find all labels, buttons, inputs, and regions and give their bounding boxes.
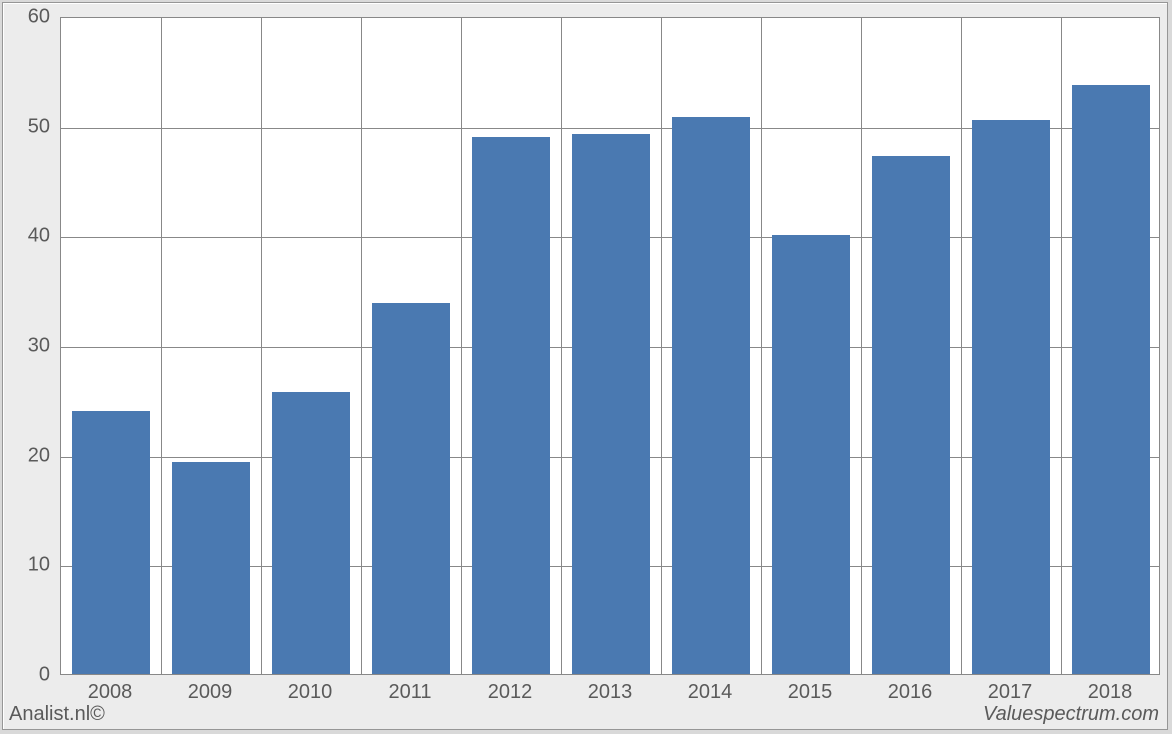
y-tick-label: 20 (3, 444, 50, 467)
bar (272, 392, 350, 674)
x-tick-label: 2009 (188, 681, 233, 704)
bar (672, 117, 750, 674)
footer-left-label: Analist.nl© (9, 703, 105, 726)
gridline-vertical (561, 18, 562, 674)
bar (372, 303, 450, 674)
bar (972, 120, 1050, 674)
y-tick-label: 50 (3, 115, 50, 138)
bar (872, 156, 950, 674)
gridline-vertical (1061, 18, 1062, 674)
bar (1072, 85, 1150, 674)
gridline-vertical (361, 18, 362, 674)
plot-area (60, 17, 1160, 675)
chart-frame: Analist.nl© Valuespectrum.com 0 10 20 30 40 5… (2, 2, 1168, 730)
footer-right-label: Valuespectrum.com (983, 703, 1159, 726)
bar (172, 462, 250, 674)
gridline-vertical (961, 18, 962, 674)
gridline-vertical (761, 18, 762, 674)
bar (472, 137, 550, 674)
gridline-vertical (661, 18, 662, 674)
x-tick-label: 2013 (588, 681, 633, 704)
x-tick-label: 2012 (488, 681, 533, 704)
gridline-vertical (461, 18, 462, 674)
x-tick-label: 2015 (788, 681, 833, 704)
bar (572, 134, 650, 674)
x-tick-label: 2008 (88, 681, 133, 704)
gridline-vertical (261, 18, 262, 674)
y-tick-label: 40 (3, 225, 50, 248)
bar (772, 235, 850, 674)
x-tick-label: 2018 (1088, 681, 1133, 704)
bar (72, 411, 150, 674)
y-tick-label: 60 (3, 6, 50, 29)
x-tick-label: 2014 (688, 681, 733, 704)
x-tick-label: 2016 (888, 681, 933, 704)
gridline-vertical (161, 18, 162, 674)
y-tick-label: 10 (3, 554, 50, 577)
y-tick-label: 30 (3, 335, 50, 358)
x-tick-label: 2011 (388, 681, 431, 704)
x-tick-label: 2010 (288, 681, 333, 704)
y-tick-label: 0 (3, 664, 50, 687)
gridline-vertical (861, 18, 862, 674)
x-tick-label: 2017 (988, 681, 1033, 704)
